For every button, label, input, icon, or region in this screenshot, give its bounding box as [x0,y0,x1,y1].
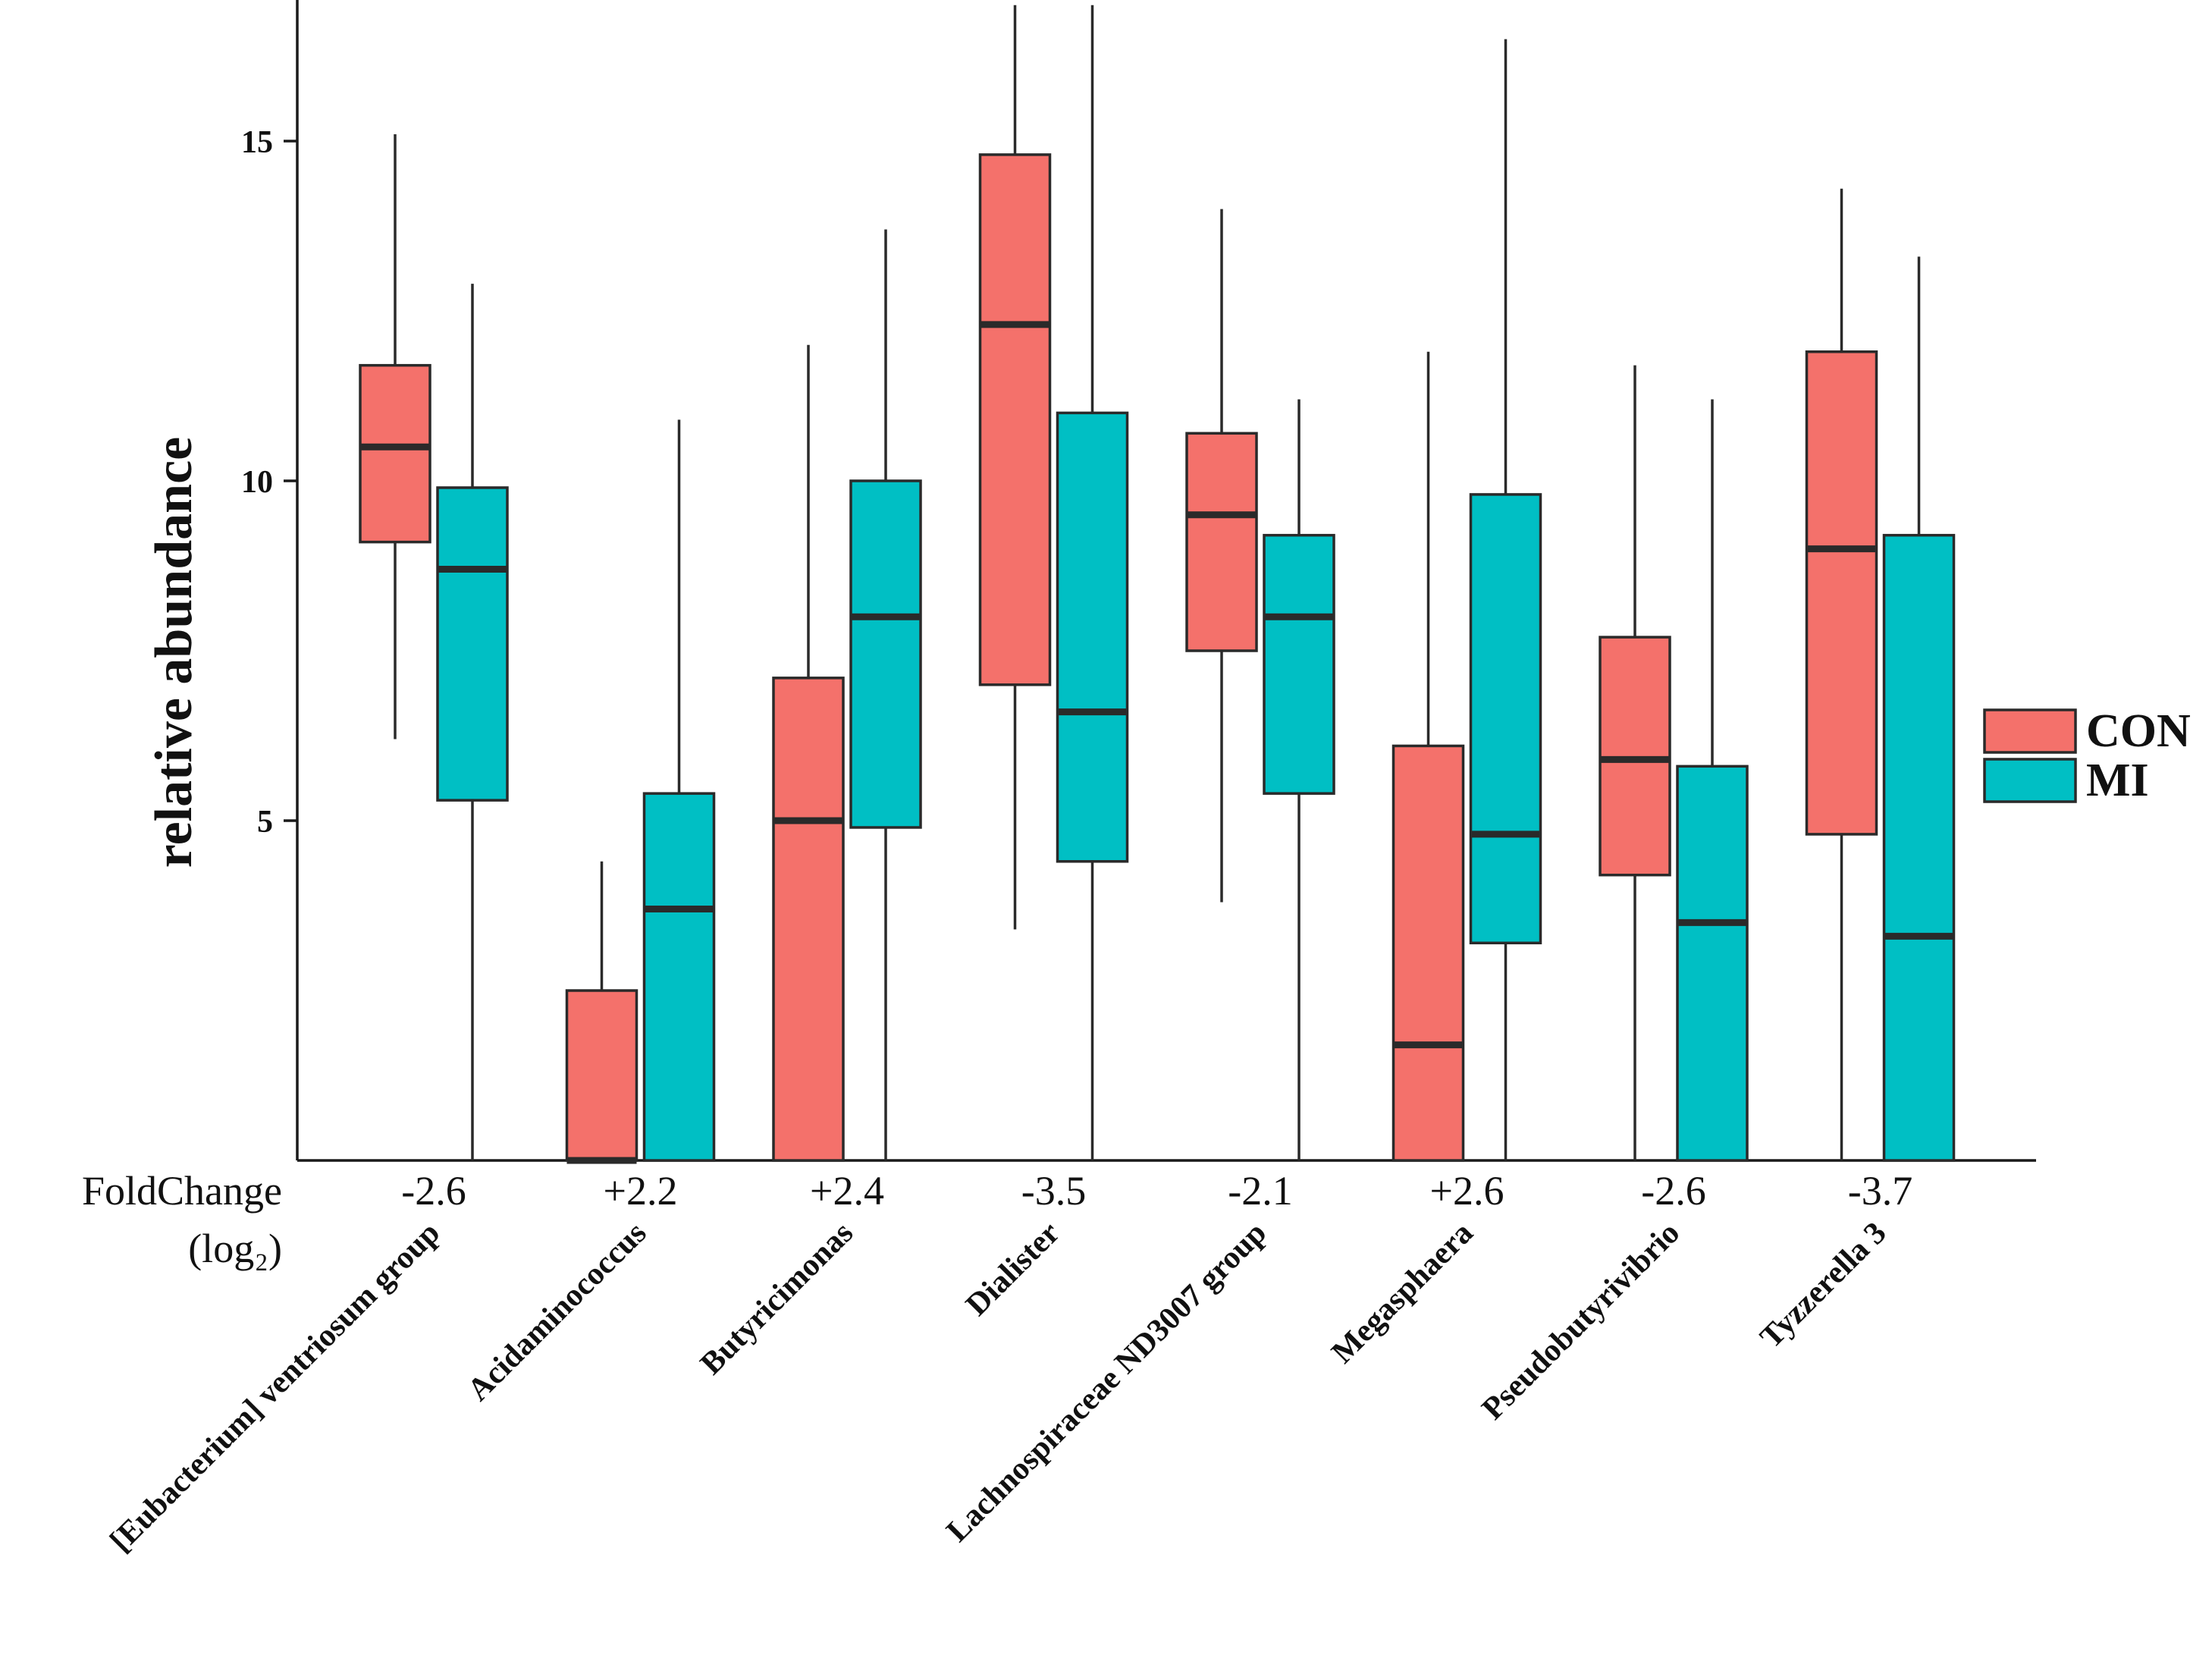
box-con-2 [772,344,845,1162]
y-tick-label: 10 [241,465,273,500]
category-label: Butyricimonas [694,1216,860,1382]
foldchange-value: -2.1 [1228,1168,1292,1214]
box-mi-5 [1469,39,1542,1160]
category-label: Megasphaera [1325,1216,1479,1371]
legend-label-con: CON [2086,705,2191,757]
foldchange-value: +2.6 [1430,1168,1504,1214]
box-mi-1 [642,419,716,1162]
box-mi-2 [849,229,922,1160]
box-con-3 [978,5,1052,930]
foldchange-value: -3.7 [1848,1168,1912,1214]
box-rect [359,363,431,544]
box-con-6 [1599,365,1671,1160]
foldchange-value: +2.2 [604,1168,678,1214]
box-con-4 [1185,209,1258,903]
y-tick-label: 5 [257,805,273,840]
box-mi-0 [436,284,509,1160]
y-tick-label: 15 [241,125,273,160]
legend-swatch-mi [1983,758,2077,803]
foldchange-value: -3.5 [1021,1168,1086,1214]
category-label: Acidaminococcus [461,1216,654,1408]
box-rect [772,677,845,1162]
box-con-1 [565,861,638,1164]
foldchange-sublabel: (log₂) [188,1226,282,1271]
box-rect [642,792,716,1162]
box-con-5 [1392,351,1465,1162]
box-rect [1882,533,1956,1162]
box-rect [1805,350,1878,836]
box-rect [1469,493,1542,945]
box-rect [1392,744,1465,1162]
foldchange-row: FoldChange (log₂) -2.6 +2.2 +2.4 -3.5 -2.1 +2… [82,1168,1912,1271]
box-rect [1676,765,1749,1162]
box-rect [1185,432,1258,652]
box-rect [978,153,1052,686]
box-rect [1263,533,1335,795]
box-con-7 [1805,188,1878,1160]
foldchange-label: FoldChange [82,1168,282,1214]
box-mi-3 [1056,5,1129,1160]
box-rect [849,479,922,829]
legend-label-mi: MI [2086,755,2149,806]
category-label: Dialister [959,1216,1066,1323]
legend-swatch-con [1983,708,2077,754]
box-mi-7 [1882,256,1956,1162]
axes [296,0,2036,1162]
foldchange-value: -2.6 [1641,1168,1705,1214]
category-label: Lachnospiraceae ND3007 group [940,1216,1274,1550]
category-labels: [Eubacterium] ventriosum group Acidaminoc… [103,1216,1893,1559]
category-label: Pseudobutyrivibrio [1476,1216,1686,1427]
y-axis-label: relative abundance [145,437,203,868]
box-rect [436,486,509,802]
box-mi-4 [1263,399,1335,1160]
box-rect [1056,411,1129,863]
category-label: Tyzzerella 3 [1754,1216,1894,1355]
y-ticks: 5 10 15 [241,125,297,840]
box-series [359,5,1956,1164]
box-rect [565,989,638,1162]
box-mi-6 [1676,399,1749,1162]
foldchange-value: +2.4 [810,1168,884,1214]
box-con-0 [359,134,431,740]
foldchange-value: -2.6 [401,1168,466,1214]
